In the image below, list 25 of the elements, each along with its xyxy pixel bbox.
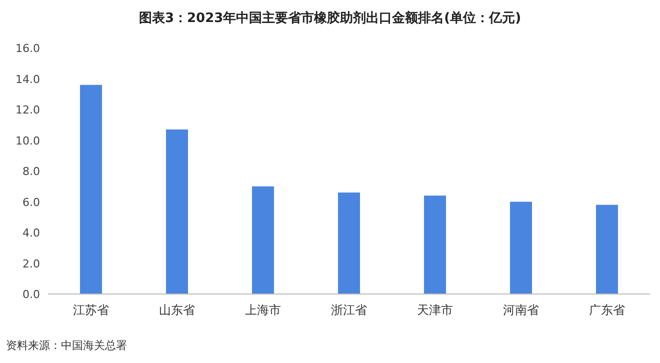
y-tick-label: 4.0 [22, 226, 40, 240]
x-tick-label: 上海市 [245, 303, 281, 317]
bar [80, 84, 102, 294]
bar [338, 192, 360, 294]
x-tick-label: 山东省 [159, 303, 195, 317]
chart-title: 图表3：2023年中国主要省市橡胶助剂出口金额排名(单位：亿元) [138, 10, 522, 26]
bar [252, 186, 274, 294]
bar [510, 202, 532, 294]
text: 资料来源：中国海关总署 [6, 339, 127, 352]
y-tick-label: 8.0 [22, 165, 40, 178]
y-tick-label: 12.0 [16, 104, 40, 116]
bar [166, 129, 188, 294]
x-tick-label: 天津市 [417, 303, 453, 317]
y-tick-label: 6.0 [22, 196, 40, 209]
y-tick-label: 16.0 [16, 42, 40, 55]
bar [596, 204, 618, 294]
x-tick-label: 江苏省 [73, 303, 109, 317]
y-tick-label: 0.0 [22, 288, 40, 301]
bar [424, 196, 446, 294]
x-tick-label: 河南省 [503, 303, 539, 317]
y-tick-label: 10.0 [16, 134, 40, 148]
y-tick-label: 2.0 [22, 257, 40, 270]
x-tick-label: 浙江省 [331, 303, 367, 317]
y-tick-label: 14.0 [16, 72, 40, 86]
x-tick-label: 广东省 [589, 303, 625, 317]
